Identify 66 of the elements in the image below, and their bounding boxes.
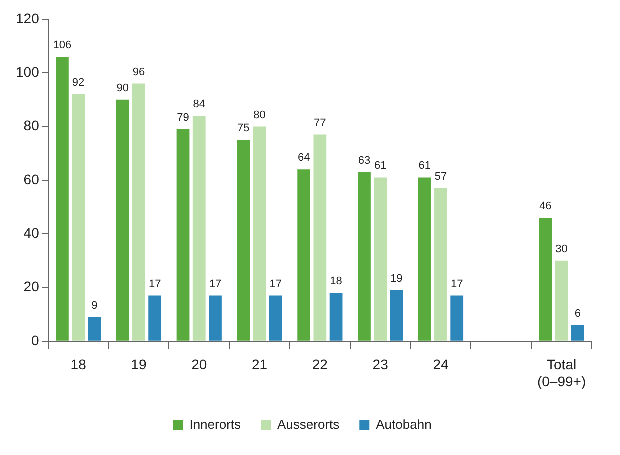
bar [374, 178, 388, 341]
x-tick-label: 23 [372, 356, 389, 373]
bar [539, 218, 552, 341]
data-label: 84 [193, 98, 206, 111]
data-label: 17 [209, 278, 222, 290]
bar [358, 172, 371, 341]
x-tick-label: 24 [433, 356, 449, 373]
y-tick-label: 120 [16, 10, 40, 26]
data-label: 90 [116, 82, 129, 94]
data-label: 96 [132, 66, 146, 78]
data-label: 6 [574, 308, 581, 320]
data-label: 46 [540, 200, 552, 212]
data-label: 61 [418, 160, 432, 172]
x-tick-label: 20 [192, 356, 208, 373]
x-tick-label: 21 [252, 356, 268, 373]
data-label: 17 [450, 278, 464, 290]
bar [314, 134, 327, 341]
bar [390, 290, 404, 341]
data-label: 61 [374, 160, 387, 172]
x-tick-label: 22 [312, 356, 328, 373]
data-label: 18 [330, 276, 342, 288]
y-tick-label: 20 [24, 278, 40, 295]
data-label: 77 [314, 117, 326, 130]
data-label: 64 [298, 152, 310, 164]
bar [450, 296, 464, 341]
data-label: 79 [177, 112, 190, 124]
legend-label: Autobahn [376, 417, 432, 432]
bar [148, 296, 162, 341]
data-label: 19 [390, 272, 403, 285]
legend-label: Innerorts [190, 417, 242, 432]
bar [330, 293, 343, 341]
bar [88, 317, 102, 341]
bar [132, 84, 146, 341]
bar [56, 56, 69, 341]
x-tick-label: 19 [131, 356, 147, 373]
data-label: 30 [556, 243, 568, 256]
bar [72, 94, 86, 341]
bar [192, 116, 206, 341]
bar [253, 126, 266, 341]
bar [209, 296, 222, 341]
x-tick-label: 18 [70, 356, 87, 373]
data-label: 17 [270, 278, 282, 290]
data-label: 92 [72, 77, 85, 90]
y-tick-label: 40 [24, 224, 40, 241]
x-tick-label: Total (0–99+) [537, 356, 586, 390]
bar [298, 170, 311, 341]
bar [571, 325, 584, 341]
bar [116, 100, 130, 341]
y-tick-label: 80 [24, 118, 40, 134]
legend-label: Ausserorts [278, 417, 340, 432]
bar [418, 178, 432, 341]
data-label: 57 [434, 170, 448, 183]
y-tick-label: 100 [16, 64, 40, 80]
bar [176, 129, 190, 341]
bar [555, 260, 568, 341]
bar [237, 140, 250, 341]
bar [269, 296, 282, 341]
data-label: 17 [148, 278, 162, 290]
data-label: 106 [53, 40, 72, 52]
data-label: 75 [238, 122, 250, 135]
data-label: 9 [92, 300, 98, 312]
y-tick-label: 60 [24, 171, 40, 188]
bar [434, 188, 448, 341]
data-label: 63 [358, 154, 371, 167]
y-tick-label: 0 [32, 332, 40, 348]
data-label: 80 [254, 109, 266, 122]
